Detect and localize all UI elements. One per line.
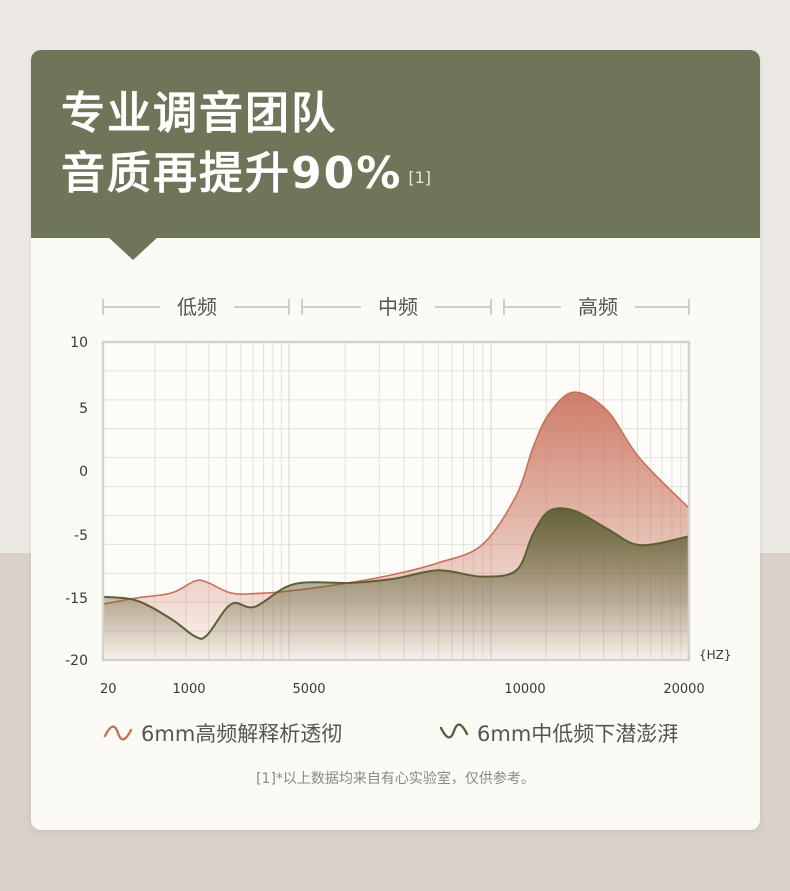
area-series2 xyxy=(103,508,689,660)
y-tick-label: -5 xyxy=(74,528,88,544)
legend-item-series2: 6mm中低频下潜澎湃 xyxy=(439,718,678,748)
y-tick-label: -20 xyxy=(65,653,88,669)
band-label: 中频 xyxy=(378,295,418,319)
footnote: [1]*以上数据均来自有心实验室，仅供参考。 xyxy=(256,771,535,787)
plot-frame xyxy=(101,340,691,662)
title-line-2: 音质再提升90% [1] xyxy=(61,146,431,202)
header-pointer xyxy=(107,236,159,260)
wave-icon-green xyxy=(439,723,469,739)
band-label-bg xyxy=(561,293,635,321)
band-label: 高频 xyxy=(578,295,618,319)
band-label-bg xyxy=(160,293,234,321)
x-tick-label: 1000 xyxy=(172,682,205,697)
y-tick-label: 5 xyxy=(79,401,88,417)
legend-label-series1: 6mm高频解释析透彻 xyxy=(141,722,343,746)
frequency-response-chart: 低频 中频 高频 10 5 0 -5 -15 -20 20 1000 5000 10000 20000 {H… xyxy=(65,293,732,697)
legend-label-series2: 6mm中低频下潜澎湃 xyxy=(477,722,679,746)
header-banner: 专业调音团队 音质再提升90% [1] xyxy=(31,50,760,238)
x-tick-label: 10000 xyxy=(504,682,545,697)
line-series2 xyxy=(102,507,690,640)
band-label-bg xyxy=(361,293,435,321)
x-tick-label: 5000 xyxy=(292,682,325,697)
band-label: 低频 xyxy=(177,295,217,319)
legend-item-series1: 6mm高频解释析透彻 xyxy=(103,718,342,748)
y-tick-label: 10 xyxy=(70,335,88,351)
title-footnote-mark: [1] xyxy=(408,168,431,187)
x-tick-label: 20000 xyxy=(663,682,704,697)
y-tick-label: -15 xyxy=(65,591,88,607)
title-line-2-text: 音质再提升90% xyxy=(61,148,403,199)
title-line-1: 专业调音团队 xyxy=(61,88,337,139)
y-tick-label: 0 xyxy=(79,464,88,480)
content-card: 专业调音团队 音质再提升90% [1] 低频 中频 高频 10 5 0 -5 -15 -20 20 1… xyxy=(31,50,760,830)
x-tick-label: 20 xyxy=(100,682,117,697)
line-series1 xyxy=(102,391,690,605)
x-axis-unit: {HZ} xyxy=(699,648,732,662)
wave-icon-orange xyxy=(103,725,133,741)
